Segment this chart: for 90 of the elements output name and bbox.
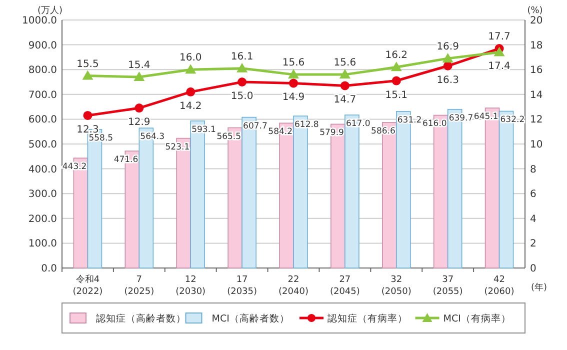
data-label: 16.9 bbox=[436, 41, 459, 52]
y2-tick-label: 0 bbox=[530, 264, 536, 274]
data-label: 12.3 bbox=[76, 124, 99, 136]
legend-label: MCI（有病率） bbox=[443, 312, 511, 324]
data-label: 617.0 bbox=[346, 118, 370, 129]
point bbox=[185, 64, 196, 74]
y2-tick-label: 8 bbox=[530, 164, 536, 176]
y2-tick-label: 2 bbox=[530, 238, 536, 250]
point bbox=[288, 69, 299, 79]
y-tick-label: 500.0 bbox=[28, 140, 57, 150]
point bbox=[83, 110, 92, 120]
data-label: 15.6 bbox=[334, 58, 356, 69]
x-tick-label: 42 (2060) bbox=[484, 275, 514, 297]
data-label: 15.1 bbox=[385, 90, 408, 101]
x-tick-label: 17 (2035) bbox=[227, 275, 258, 297]
data-label: 616.0 bbox=[422, 119, 447, 130]
data-label: 639.7 bbox=[448, 113, 474, 124]
y2-tick-label: 10 bbox=[530, 140, 543, 150]
point bbox=[186, 87, 196, 96]
data-label: 16.0 bbox=[179, 52, 202, 64]
y-tick-label: 300.0 bbox=[28, 189, 57, 200]
y2-tick-label: 20 bbox=[530, 16, 543, 26]
x-tick-label: 37 (2055) bbox=[432, 275, 463, 297]
data-label: 632.2 bbox=[500, 115, 525, 126]
x-tick-label: 32 (2050) bbox=[381, 275, 412, 297]
data-label: 15.4 bbox=[128, 60, 150, 72]
legend-label: 認知症（高齢者数） bbox=[96, 312, 186, 324]
y2-tick-label: 18 bbox=[530, 40, 543, 52]
legend-label: MCI（高齢者数） bbox=[212, 312, 290, 324]
data-label: 12.9 bbox=[128, 117, 150, 128]
point bbox=[442, 52, 454, 62]
data-label: 17.4 bbox=[488, 61, 510, 72]
y-axis-title: (万人) bbox=[37, 5, 63, 16]
data-label: 16.1 bbox=[230, 51, 254, 62]
y-tick-label: 100.0 bbox=[28, 238, 57, 250]
x-tick-label: 12 (2030) bbox=[176, 275, 206, 297]
data-label: 607.7 bbox=[243, 121, 268, 132]
data-label: 631.2 bbox=[397, 115, 422, 126]
data-label: 14.9 bbox=[282, 92, 305, 104]
data-label: 15.6 bbox=[282, 58, 305, 69]
y2-tick-label: 14 bbox=[530, 90, 543, 101]
point bbox=[236, 62, 248, 72]
x-axis-title: (年) bbox=[530, 282, 548, 293]
point bbox=[289, 78, 298, 88]
data-label: 584.2 bbox=[268, 127, 292, 138]
y-tick-label: 900.0 bbox=[28, 40, 57, 52]
point bbox=[390, 62, 402, 72]
y-tick-label: 600.0 bbox=[28, 114, 57, 126]
data-label: 645.1 bbox=[474, 112, 498, 122]
x-tick-label: 令和4 (2022) bbox=[72, 274, 103, 297]
point bbox=[340, 81, 350, 90]
point bbox=[238, 78, 247, 86]
data-label: 14.7 bbox=[334, 94, 356, 106]
data-label: 558.5 bbox=[88, 133, 114, 144]
data-label: 471.6 bbox=[114, 155, 138, 166]
y-tick-label: 1000.0 bbox=[22, 16, 57, 26]
y-tick-label: 200.0 bbox=[28, 214, 57, 225]
y2-tick-label: 6 bbox=[530, 189, 536, 200]
legend-label: 認知症（有病率） bbox=[328, 312, 408, 324]
point bbox=[134, 72, 145, 82]
y-tick-label: 700.0 bbox=[28, 90, 57, 101]
point bbox=[392, 76, 401, 86]
data-label: 612.8 bbox=[294, 120, 319, 130]
y-tick-label: 800.0 bbox=[28, 65, 57, 76]
y2-tick-label: 16 bbox=[530, 65, 543, 76]
data-label: 523.1 bbox=[165, 142, 190, 152]
data-label: 443.2 bbox=[62, 162, 87, 172]
data-label: 16.3 bbox=[436, 74, 459, 86]
x-tick-label: 22 (2040) bbox=[278, 275, 308, 297]
data-label: 14.2 bbox=[179, 100, 202, 112]
data-label: 564.3 bbox=[140, 132, 165, 142]
data-label: 17.7 bbox=[488, 32, 510, 43]
point bbox=[494, 46, 505, 56]
data-label: 565.5 bbox=[216, 132, 242, 142]
point bbox=[339, 69, 350, 79]
x-tick-label: 7 (2025) bbox=[124, 275, 154, 297]
y-tick-label: 0.0 bbox=[41, 264, 57, 274]
point bbox=[134, 104, 144, 113]
data-label: 16.2 bbox=[385, 50, 408, 62]
y-tick-label: 400.0 bbox=[28, 164, 57, 176]
x-tick-label: 27 (2045) bbox=[330, 275, 360, 297]
data-label: 586.6 bbox=[371, 126, 396, 137]
y2-tick-label: 12 bbox=[530, 114, 543, 126]
y2-axis-title: (%) bbox=[527, 6, 543, 16]
data-label: 593.1 bbox=[192, 124, 216, 135]
data-label: 579.9 bbox=[320, 128, 344, 138]
data-label: 15.0 bbox=[230, 91, 254, 102]
point bbox=[82, 70, 94, 80]
data-label: 15.5 bbox=[76, 58, 99, 70]
y2-tick-label: 4 bbox=[530, 214, 536, 225]
